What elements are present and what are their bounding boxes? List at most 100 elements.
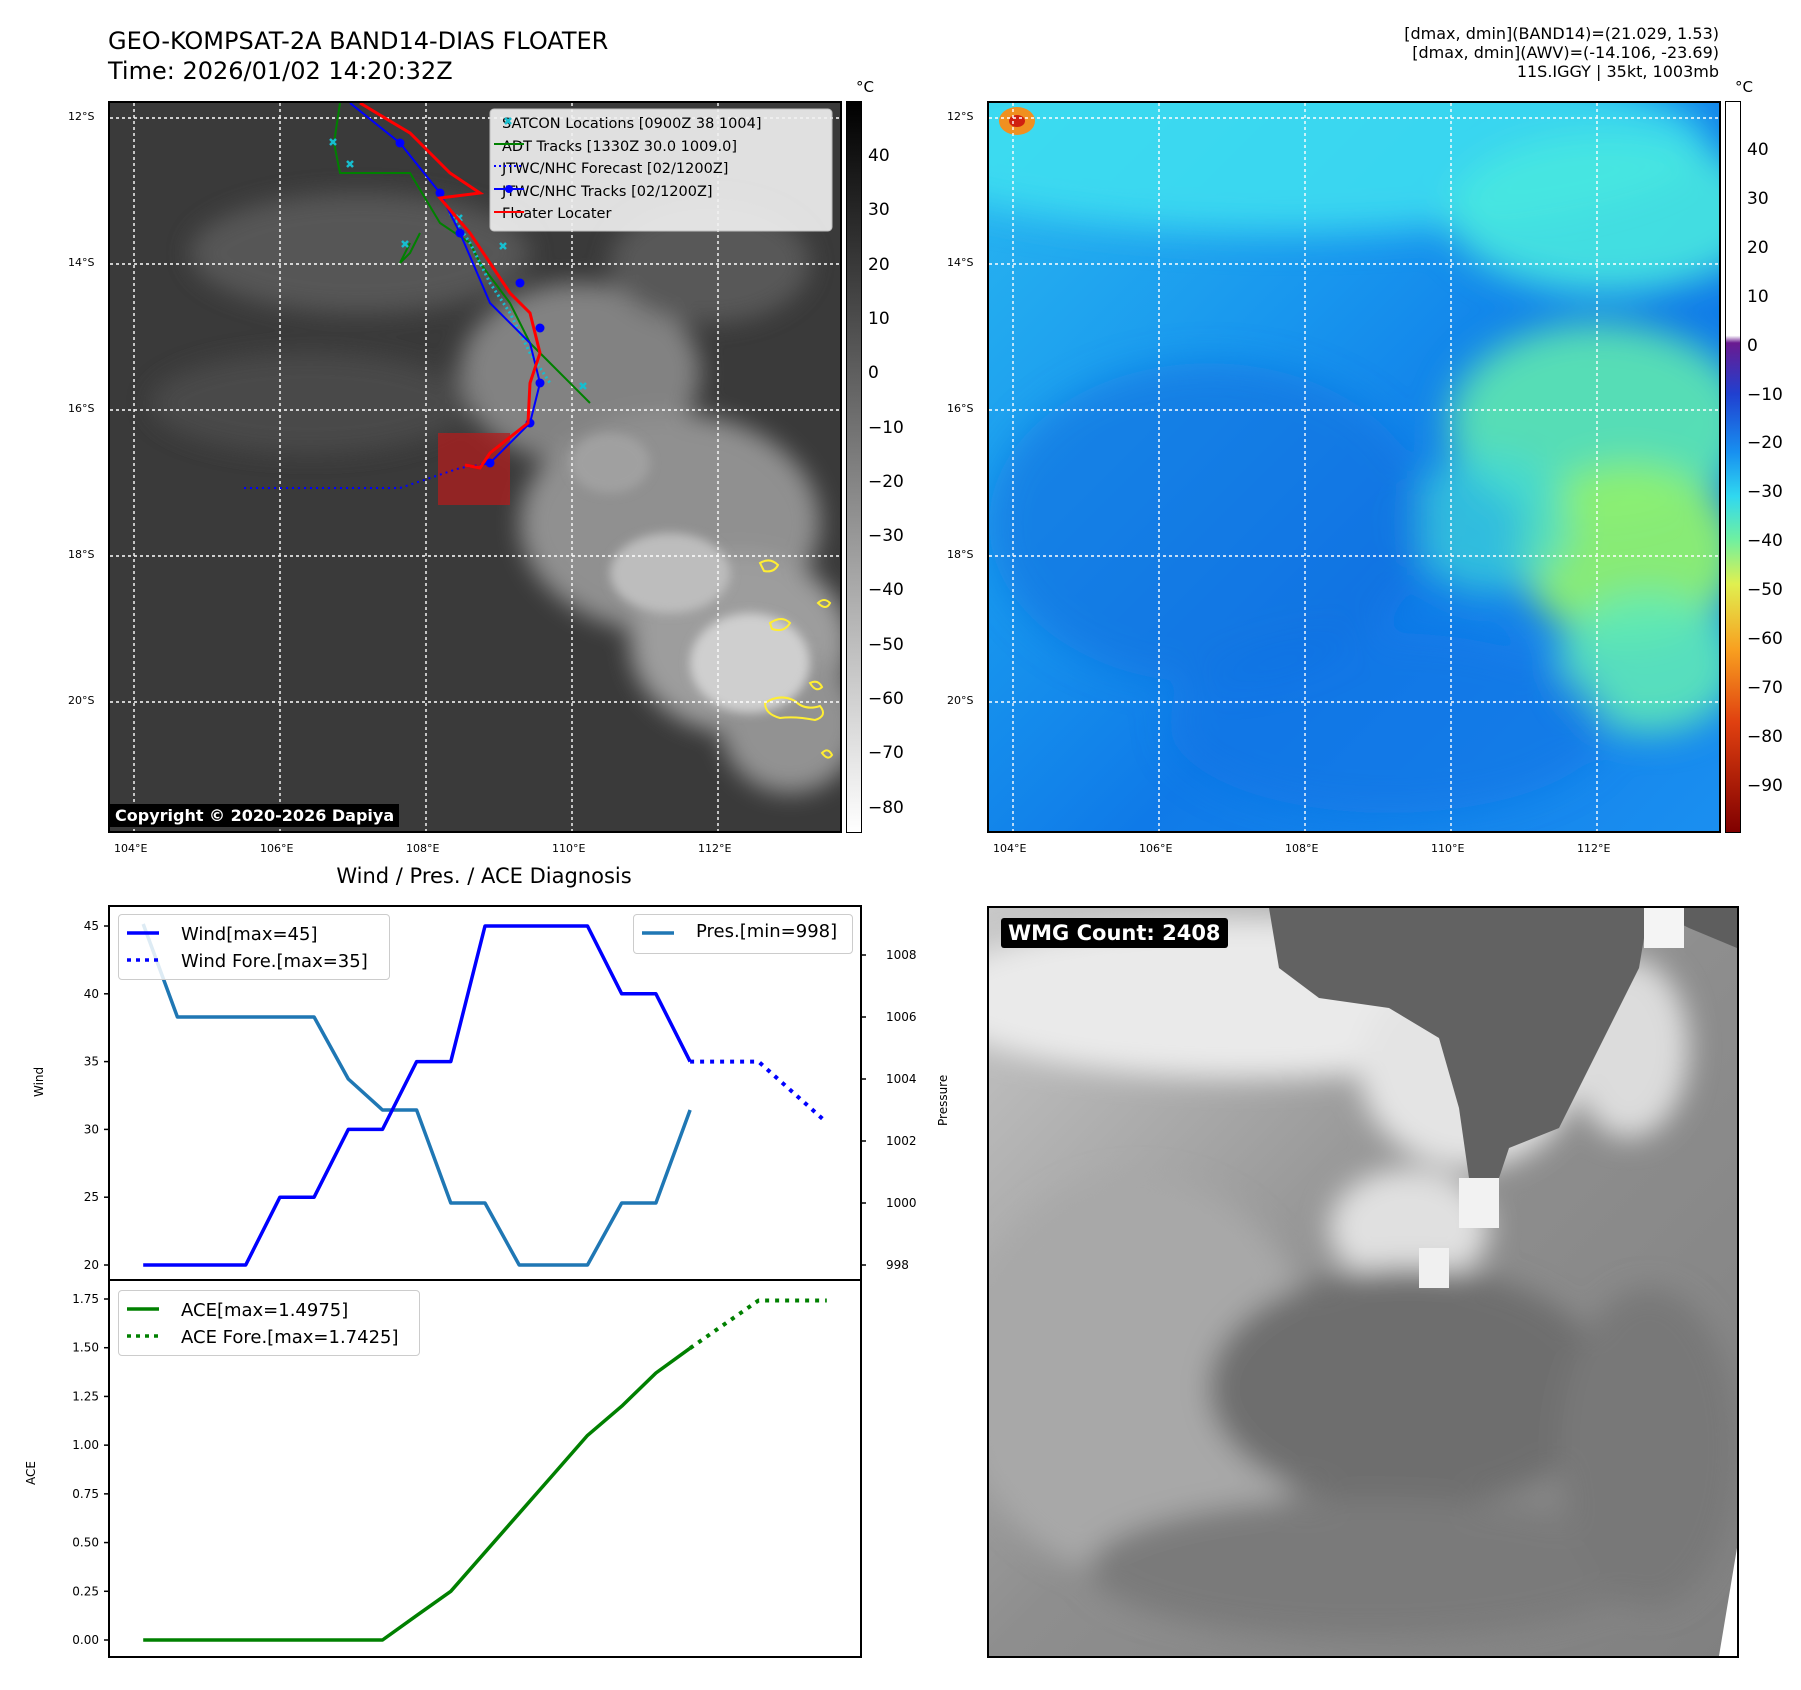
lat-label: 18°S bbox=[68, 548, 95, 561]
chart-title: Wind / Pres. / ACE Diagnosis bbox=[336, 864, 632, 888]
ace-tick-label: 1.75 bbox=[72, 1292, 99, 1306]
pressure-tick-label: 1004 bbox=[886, 1072, 917, 1086]
copyright-label: Copyright © 2020-2026 Dapiya bbox=[110, 804, 400, 827]
lon-label: 104°E bbox=[114, 842, 148, 855]
ace-tick-label: 0.75 bbox=[72, 1487, 99, 1501]
colorbar-tick-label: −30 bbox=[1747, 482, 1783, 503]
colorbar-tick-label: 40 bbox=[1747, 140, 1769, 160]
ace-axis-label: ACE bbox=[24, 1461, 38, 1485]
colorbar-tick-label: −10 bbox=[1747, 384, 1783, 405]
colorbar-tick-label: −80 bbox=[868, 797, 904, 818]
lon-label: 112°E bbox=[698, 842, 732, 855]
wmg-panel: WMG Count: 2408 bbox=[987, 906, 1739, 1658]
map-legend bbox=[489, 108, 833, 232]
ace-tick-label: 1.50 bbox=[72, 1341, 99, 1355]
wv-lon-label: 104°E bbox=[993, 842, 1027, 855]
colorbar-tick-label: 0 bbox=[868, 363, 879, 384]
legend-floater: Floater Locater bbox=[502, 206, 612, 222]
lon-label: 110°E bbox=[552, 842, 586, 855]
legend-ace-forecast: ACE Fore.[max=1.7425] bbox=[181, 1327, 399, 1348]
colorbar-tick-label: 20 bbox=[1747, 237, 1769, 258]
wind-legend: Wind[max=45] Wind Fore.[max=35] bbox=[118, 914, 390, 980]
wind-tick-label: 40 bbox=[84, 987, 99, 1001]
lon-label: 106°E bbox=[260, 842, 294, 855]
lat-label: 14°S bbox=[68, 256, 95, 269]
figure-time: Time: 2026/01/02 14:20:32Z bbox=[108, 57, 453, 85]
colorbar-tick-label: −40 bbox=[868, 580, 904, 601]
map-legend-labels: SATCON Locations [0900Z 38 1004] ADT Tra… bbox=[502, 113, 761, 226]
legend-symbols bbox=[494, 117, 524, 213]
wv-colorbar bbox=[1725, 101, 1741, 833]
ir-colorbar-unit: °C bbox=[856, 78, 874, 96]
legend-jtwc-forecast: JTWC/NHC Forecast [02/1200Z] bbox=[502, 161, 729, 177]
wmg-image bbox=[989, 908, 1737, 1656]
wind-tick-label: 35 bbox=[84, 1055, 99, 1069]
storm-info: 11S.IGGY | 35kt, 1003mb bbox=[1516, 62, 1719, 81]
lat-label: 12°S bbox=[68, 110, 95, 123]
legend-jtwc-tracks: JTWC/NHC Tracks [02/1200Z] bbox=[502, 183, 713, 200]
lat-label: 20°S bbox=[68, 694, 95, 707]
colorbar-tick-label: −60 bbox=[1747, 629, 1783, 649]
legend-wind: Wind[max=45] bbox=[181, 924, 318, 945]
wmg-count-badge: WMG Count: 2408 bbox=[1001, 918, 1228, 948]
lon-label: 108°E bbox=[406, 842, 440, 855]
lat-label: 16°S bbox=[68, 402, 95, 415]
colorbar-tick-label: −60 bbox=[868, 689, 904, 709]
pressure-tick-label: 1006 bbox=[886, 1010, 917, 1024]
wind-series-line bbox=[143, 924, 692, 1267]
wind-tick-label: 25 bbox=[84, 1190, 99, 1204]
colorbar-tick-label: −10 bbox=[868, 417, 904, 438]
wv-lat-label: 14°S bbox=[947, 256, 974, 269]
legend-ace: ACE[max=1.4975] bbox=[181, 1300, 349, 1321]
wv-lon-label: 112°E bbox=[1577, 842, 1611, 855]
colorbar-tick-label: 10 bbox=[868, 308, 890, 329]
wind-forecast-series-line bbox=[690, 1059, 829, 1125]
legend-satcon: SATCON Locations [0900Z 38 1004] bbox=[502, 116, 762, 132]
colorbar-tick-label: −90 bbox=[1747, 775, 1783, 796]
pressure-axis-label: Pressure bbox=[936, 1074, 950, 1126]
ir-colorbar bbox=[846, 101, 862, 833]
wv-colorbar-unit: °C bbox=[1735, 78, 1753, 96]
wv-lon-label: 106°E bbox=[1139, 842, 1173, 855]
wv-lon-label: 108°E bbox=[1285, 842, 1319, 855]
wind-tick-label: 20 bbox=[84, 1258, 99, 1272]
ir-map-panel: SATCON Locations [0900Z 38 1004] ADT Tra… bbox=[108, 101, 842, 833]
ace-tick-label: 0.50 bbox=[72, 1536, 99, 1550]
wv-lat-label: 20°S bbox=[947, 694, 974, 707]
wv-lon-label: 110°E bbox=[1431, 842, 1465, 855]
ace-tick-label: 1.25 bbox=[72, 1389, 99, 1403]
pressure-tick-label: 1000 bbox=[886, 1196, 917, 1210]
colorbar-tick-label: −20 bbox=[868, 471, 904, 492]
legend-adt: ADT Tracks [1330Z 30.0 1009.0] bbox=[502, 138, 738, 155]
colorbar-tick-label: 10 bbox=[1747, 286, 1769, 307]
colorbar-tick-label: 0 bbox=[1747, 335, 1758, 356]
wv-map-panel bbox=[987, 101, 1721, 833]
pressure-tick-label: 1008 bbox=[886, 948, 917, 962]
ir-map-image bbox=[110, 103, 840, 831]
stats-awv: [dmax, dmin](AWV)=(-14.106, -23.69) bbox=[1412, 43, 1719, 62]
ace-legend: ACE[max=1.4975] ACE Fore.[max=1.7425] bbox=[118, 1290, 420, 1356]
colorbar-tick-label: −40 bbox=[1747, 531, 1783, 552]
ace-tick-label: 0.25 bbox=[72, 1584, 99, 1598]
colorbar-tick-label: 30 bbox=[868, 200, 890, 221]
colorbar-tick-label: 40 bbox=[868, 146, 890, 166]
ace-series-line bbox=[143, 1346, 692, 1642]
colorbar-tick-label: 20 bbox=[868, 254, 890, 275]
colorbar-tick-label: 30 bbox=[1747, 188, 1769, 209]
wv-lat-label: 16°S bbox=[947, 402, 974, 415]
wv-lat-label: 12°S bbox=[947, 110, 974, 123]
colorbar-tick-label: −50 bbox=[1747, 580, 1783, 601]
colorbar-tick-label: −20 bbox=[1747, 433, 1783, 454]
pressure-legend: Pres.[min=998] bbox=[633, 914, 853, 954]
ace-axes-frame bbox=[108, 1279, 862, 1658]
ace-forecast-series-line bbox=[688, 1298, 827, 1350]
stats-header: [dmax, dmin](BAND14)=(21.029, 1.53) [dma… bbox=[1119, 24, 1719, 81]
pressure-tick-label: 1002 bbox=[886, 1134, 917, 1148]
pressure-series-line bbox=[141, 923, 692, 1267]
wv-lat-label: 18°S bbox=[947, 548, 974, 561]
wind-tick-label: 30 bbox=[84, 1122, 99, 1136]
legend-wind-forecast: Wind Fore.[max=35] bbox=[181, 951, 368, 972]
figure-title: GEO-KOMPSAT-2A BAND14-DIAS FLOATER bbox=[108, 27, 609, 55]
colorbar-tick-label: −50 bbox=[868, 634, 904, 655]
